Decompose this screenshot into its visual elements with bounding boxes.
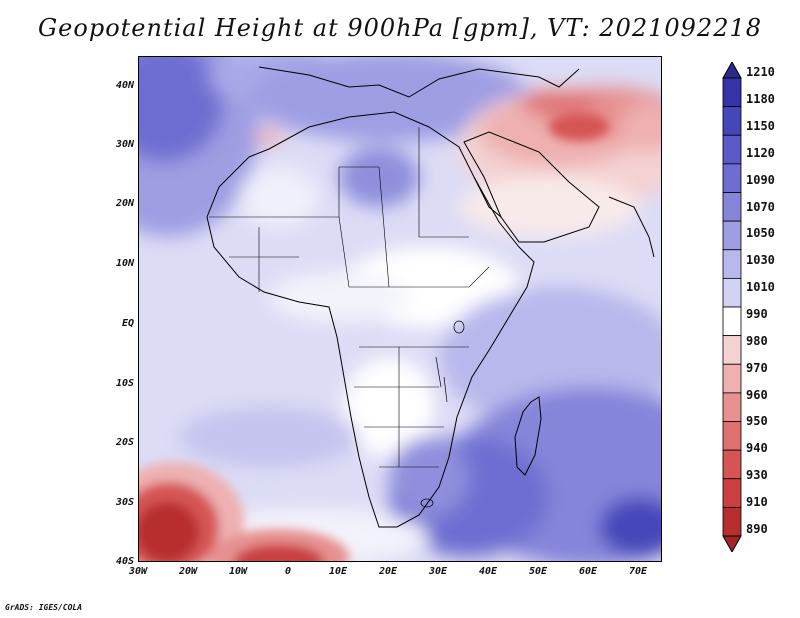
- colorbar-segment: [722, 134, 742, 165]
- colorbar-segment: [722, 449, 742, 480]
- grads-credit: GrADS: IGES/COLA: [5, 603, 83, 612]
- low-pressure-cells: [139, 113, 609, 561]
- lon-label-10w: 10W: [228, 566, 248, 577]
- colorbar-level-label: 970: [746, 360, 768, 375]
- colorbar-level-label: 1050: [746, 226, 775, 241]
- colorbar-level-label: 950: [746, 414, 768, 429]
- colorbar-level-label: 940: [746, 441, 768, 456]
- geopotential-height-map: [139, 57, 661, 561]
- colorbar-level-label: 1180: [746, 92, 775, 107]
- colorbar-segment: [722, 77, 742, 108]
- colorbar-level-label: 960: [746, 387, 768, 402]
- colorbar-level-label: 1030: [746, 253, 775, 268]
- lon-label-50e: 50E: [528, 566, 548, 577]
- africa-coastline: [206, 111, 535, 528]
- colorbar-level-label: 1150: [746, 118, 775, 133]
- colorbar-level-label: 990: [746, 307, 768, 321]
- colorbar-level-label: 930: [746, 468, 768, 483]
- colorbar-segment: [722, 277, 742, 308]
- colorbar-segment: [722, 421, 742, 451]
- colorbar-level-label: 890: [746, 521, 768, 536]
- lat-label-20s: 20S: [115, 437, 134, 448]
- colorbar-level-label: 1070: [746, 199, 775, 214]
- lon-label-60e: 60E: [578, 566, 598, 577]
- arabian-peninsula-coastline: [463, 131, 600, 243]
- colorbar-bottom-arrow: [722, 535, 742, 552]
- colorbar-segment: [722, 249, 742, 279]
- india-coastline: [608, 196, 655, 258]
- lon-label-20w: 20W: [178, 566, 198, 577]
- colorbar-segment: [722, 192, 742, 222]
- lon-label-10e: 10E: [328, 566, 348, 577]
- colorbar-segment: [722, 220, 742, 251]
- colorbar-segment: [722, 106, 742, 136]
- lon-label-0: 0: [284, 566, 292, 577]
- colorbar-level-label: 910: [746, 495, 768, 510]
- lon-label-70e: 70E: [628, 566, 648, 577]
- lakes: [420, 320, 465, 508]
- coastlines: [206, 66, 655, 528]
- lon-label-30w: 30W: [128, 566, 148, 577]
- lat-label-10s: 10S: [115, 378, 134, 389]
- madagascar-coastline: [514, 396, 542, 476]
- lon-label-20e: 20E: [378, 566, 398, 577]
- lat-label-10n: 10N: [115, 258, 134, 269]
- lat-label-eq: EQ: [121, 318, 134, 329]
- colorbar-segment: [722, 363, 742, 394]
- colorbar-segment: [722, 306, 742, 337]
- colorbar-segment: [722, 478, 742, 508]
- lon-label-40e: 40E: [478, 566, 498, 577]
- map-title: Geopotential Height at 900hPa [gpm], VT:…: [38, 14, 762, 42]
- lat-label-30s: 30S: [115, 497, 134, 508]
- lat-label-40s: 40S: [115, 556, 134, 567]
- colorbar-segment: [722, 335, 742, 365]
- country-borders: [209, 127, 490, 468]
- lat-label-20n: 20N: [115, 198, 134, 209]
- colorbar-level-label: 1120: [746, 145, 775, 160]
- colorbar: [722, 62, 742, 552]
- lon-label-30e: 30E: [428, 566, 448, 577]
- europe-coastline: [258, 66, 580, 98]
- colorbar-level-label: 1090: [746, 172, 775, 187]
- colorbar-level-label: 1210: [746, 65, 775, 80]
- lat-label-40n: 40N: [115, 80, 134, 91]
- colorbar-level-label: 980: [746, 333, 768, 348]
- colorbar-segment: [722, 506, 742, 537]
- colorbar-segment: [722, 392, 742, 422]
- colorbar-top-arrow: [722, 62, 742, 79]
- lat-label-30n: 30N: [115, 139, 134, 150]
- colorbar-level-label: 1010: [746, 280, 775, 295]
- red-sea-coast: [473, 176, 502, 218]
- colorbar-segment: [722, 163, 742, 193]
- map-plot-area: [138, 56, 662, 562]
